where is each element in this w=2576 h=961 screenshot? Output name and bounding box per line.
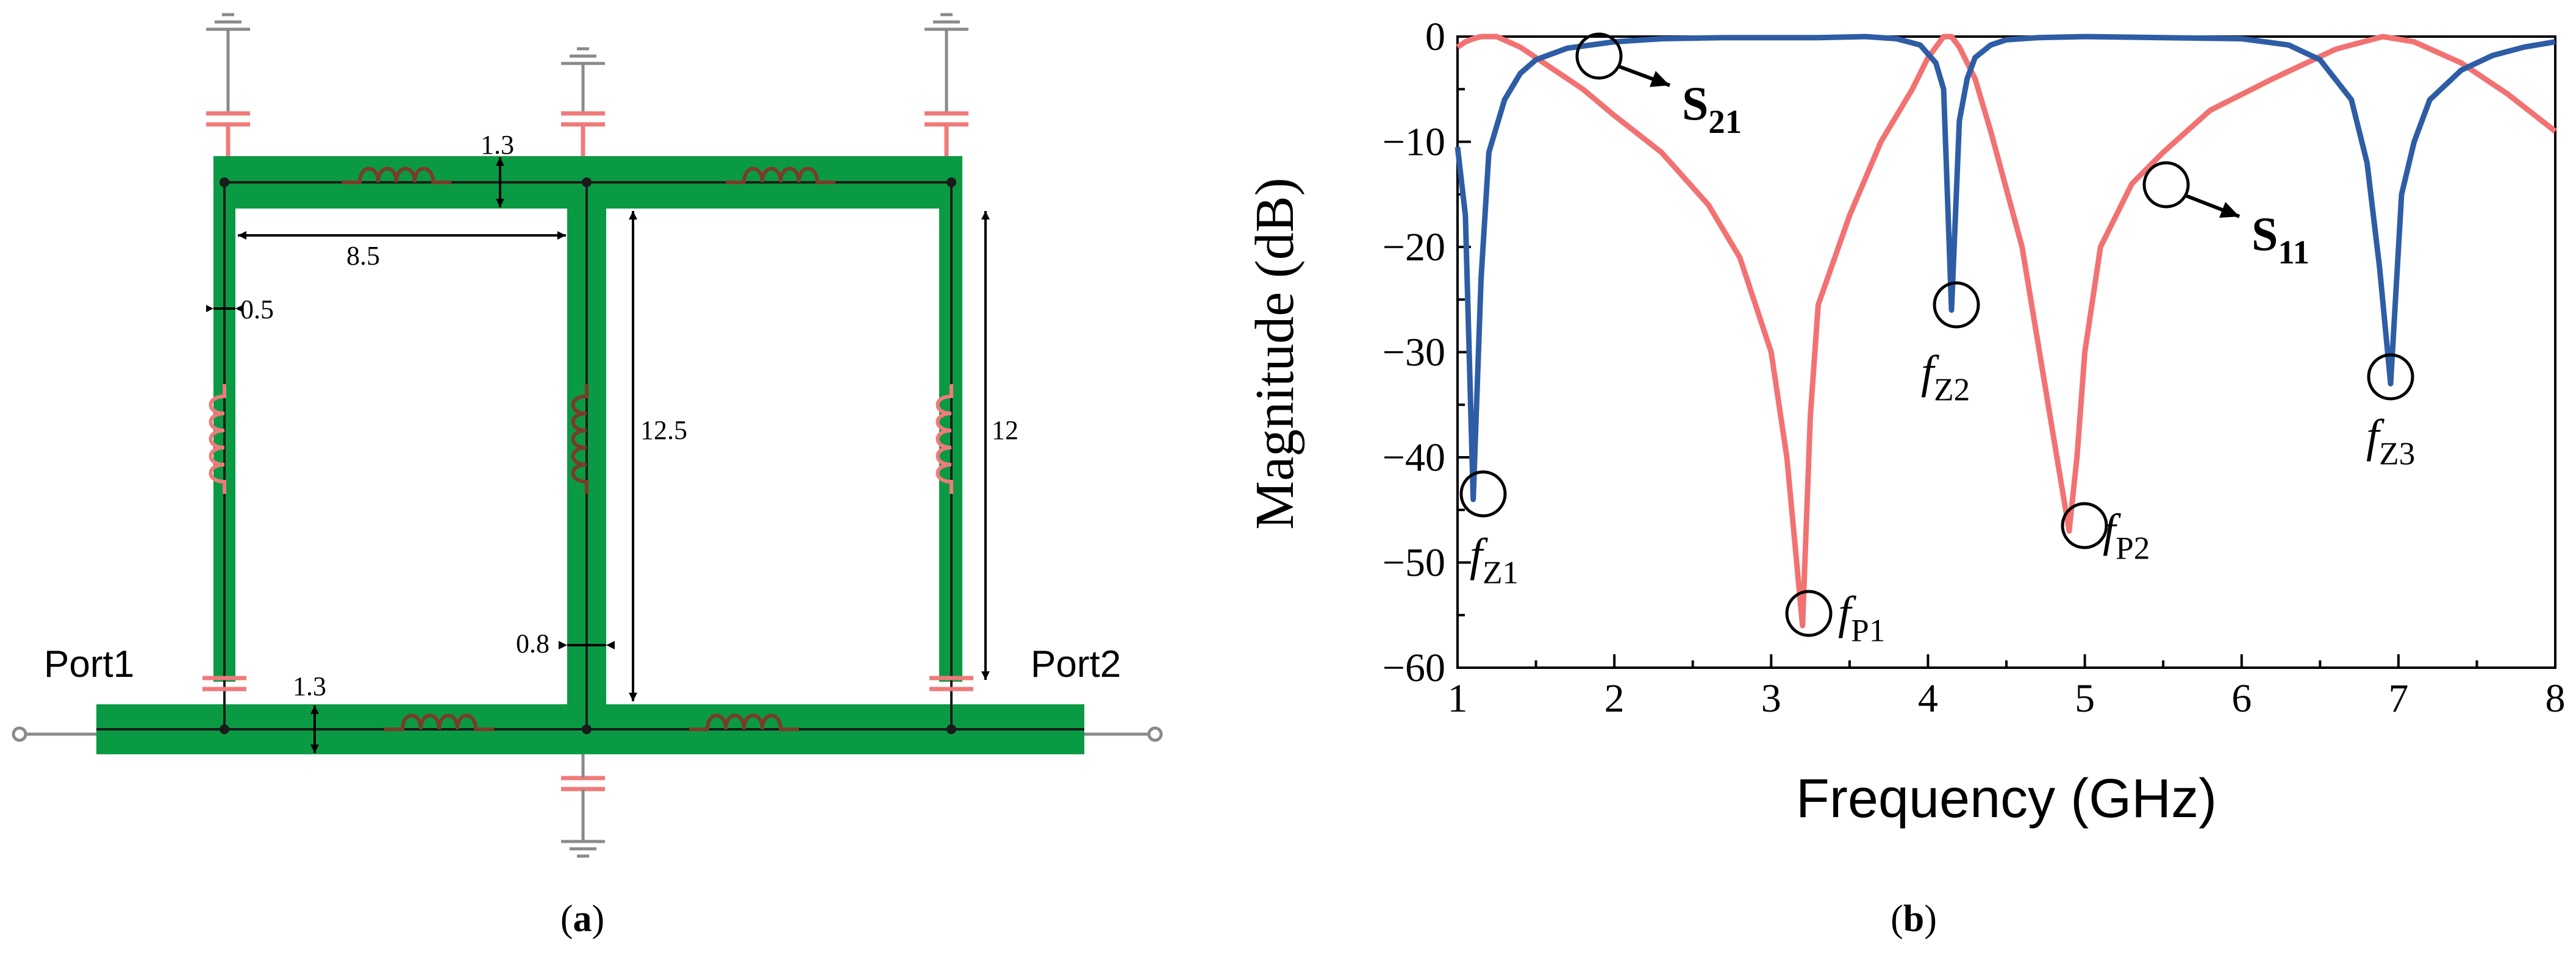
y-tick-label: −30 xyxy=(1383,330,1445,375)
dim-label: 1.3 xyxy=(481,130,514,160)
s21-arrow-head xyxy=(1650,71,1670,87)
ground-symbol xyxy=(206,13,250,112)
y-tick-label: −60 xyxy=(1383,646,1445,690)
port-terminals xyxy=(12,726,1163,742)
ground-symbol xyxy=(561,754,605,858)
x-tick-label: 2 xyxy=(1605,676,1625,721)
fz1-marker-circle xyxy=(1459,470,1507,518)
x-tick-label: 5 xyxy=(2075,676,2095,721)
inductor xyxy=(342,166,835,731)
x-tick-label: 7 xyxy=(2388,676,2408,721)
fp2-label: fP2 xyxy=(2103,505,2150,566)
x-tick-label: 4 xyxy=(1918,676,1938,721)
s11-arrow-head xyxy=(2219,202,2239,218)
fz3-label: fZ3 xyxy=(2366,410,2415,471)
dim-label: 1.3 xyxy=(293,671,326,701)
fz2-marker-circle xyxy=(1933,281,1980,329)
y-tick-label: −50 xyxy=(1383,541,1445,585)
fz1-label: fZ1 xyxy=(1470,529,1519,590)
circuit-diagram: 1.3 8.5 0.5 12.5 12 0.8 1.3 Port1 Port2 xyxy=(12,13,1163,858)
s21-label: S21 xyxy=(1682,77,1742,140)
port1-label: Port1 xyxy=(44,643,134,685)
y-axis-label: Magnitude (dB) xyxy=(1245,177,1305,529)
port2-label: Port2 xyxy=(1031,643,1121,685)
ground-symbol xyxy=(925,13,968,112)
caption-b: (b) xyxy=(1891,898,1937,940)
caption-a: (a) xyxy=(560,898,605,940)
fz2-label: fZ2 xyxy=(1921,346,1970,407)
s11-marker-circle xyxy=(2142,161,2190,209)
s11-label: S11 xyxy=(2252,207,2309,271)
fp1-label: fP1 xyxy=(1838,587,1885,648)
dim-label: 0.8 xyxy=(516,629,549,659)
fp1-marker-circle xyxy=(1785,590,1833,637)
fz3-marker-circle xyxy=(2367,353,2414,401)
y-tick-label: −20 xyxy=(1383,225,1445,270)
series-line-s21 xyxy=(1454,34,2556,502)
annotations: S21 S11 fZ1 fZ2 fZ3 fP1 fP2 xyxy=(1459,32,2415,648)
fp2-marker-circle xyxy=(2061,502,2108,549)
capacitor xyxy=(206,111,968,156)
x-axis-label: Frequency (GHz) xyxy=(1796,768,2217,829)
dim-label: 12 xyxy=(992,415,1018,445)
y-tick-label: 0 xyxy=(1425,15,1445,59)
x-tick-label: 3 xyxy=(1761,676,1781,721)
dim-label: 8.5 xyxy=(346,241,380,271)
inductor xyxy=(209,384,953,494)
s-parameter-chart: 1 2 3 4 5 6 7 8 0 −10 −20 −30 −40 −50 −60 Frequency (… xyxy=(1245,15,2566,829)
inductor xyxy=(571,384,589,494)
x-tick-label: 1 xyxy=(1448,676,1468,721)
x-tick-label: 8 xyxy=(2546,676,2566,721)
x-tick-label: 6 xyxy=(2231,676,2252,721)
y-tick-label: −10 xyxy=(1383,120,1445,165)
ground-symbol xyxy=(561,47,605,112)
y-tick-label: −40 xyxy=(1383,435,1445,480)
dim-label: 0.5 xyxy=(240,295,274,324)
series-line-s11 xyxy=(1456,34,2557,629)
s21-marker-circle xyxy=(1575,32,1623,80)
dim-label: 12.5 xyxy=(640,415,687,445)
